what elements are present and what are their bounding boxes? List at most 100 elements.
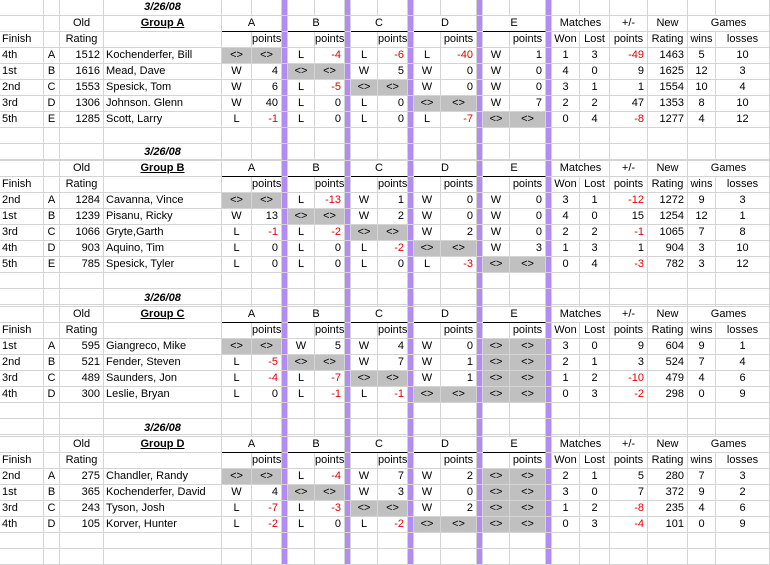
empty-cell[interactable]: [483, 549, 510, 565]
empty-cell[interactable]: [688, 291, 716, 307]
empty-cell[interactable]: [252, 403, 282, 419]
empty-cell[interactable]: [315, 549, 345, 565]
opponent-header[interactable]: D: [414, 161, 477, 177]
result-cell[interactable]: L: [351, 112, 378, 128]
result-cell[interactable]: W: [222, 209, 252, 225]
separator-cell[interactable]: [546, 241, 552, 257]
losses-cell[interactable]: 3: [716, 193, 770, 209]
empty-cell[interactable]: [648, 0, 688, 16]
column-header[interactable]: Rating: [648, 32, 688, 48]
separator-cell[interactable]: [282, 16, 288, 32]
result-cell[interactable]: L: [222, 241, 252, 257]
self-match-cell[interactable]: <>: [315, 209, 345, 225]
self-match-cell[interactable]: <>: [483, 257, 510, 273]
separator-cell[interactable]: [546, 128, 552, 144]
finish-cell[interactable]: 4th: [0, 517, 44, 533]
separator-cell[interactable]: [408, 161, 414, 177]
result-cell[interactable]: L: [351, 241, 378, 257]
self-match-cell[interactable]: <>: [483, 339, 510, 355]
separator-cell[interactable]: [282, 193, 288, 209]
empty-cell[interactable]: [716, 403, 770, 419]
separator-cell[interactable]: [546, 145, 552, 161]
column-header[interactable]: Finish: [0, 177, 44, 193]
losses-cell[interactable]: 1: [716, 209, 770, 225]
points-cell[interactable]: 7: [510, 96, 546, 112]
points-cell[interactable]: 3: [510, 241, 546, 257]
result-cell[interactable]: L: [351, 517, 378, 533]
separator-cell[interactable]: [408, 273, 414, 289]
self-match-cell[interactable]: <>: [222, 469, 252, 485]
opponent-header[interactable]: B: [288, 437, 345, 453]
finish-cell[interactable]: 4th: [0, 241, 44, 257]
points-cell[interactable]: -40: [441, 48, 477, 64]
group-date[interactable]: 3/26/08: [104, 0, 222, 16]
self-match-cell[interactable]: <>: [441, 387, 477, 403]
opponent-header[interactable]: B: [288, 307, 345, 323]
points-cell[interactable]: 0: [441, 339, 477, 355]
empty-cell[interactable]: [104, 533, 222, 549]
separator-cell[interactable]: [546, 549, 552, 565]
result-cell[interactable]: L: [288, 225, 315, 241]
result-cell[interactable]: W: [222, 80, 252, 96]
empty-cell[interactable]: [441, 549, 477, 565]
result-cell[interactable]: W: [351, 64, 378, 80]
empty-cell[interactable]: [222, 403, 252, 419]
separator-cell[interactable]: [345, 112, 351, 128]
result-cell[interactable]: W: [351, 355, 378, 371]
result-cell[interactable]: W: [351, 485, 378, 501]
plusminus-cell[interactable]: 1: [610, 241, 648, 257]
points-cell[interactable]: -2: [315, 225, 345, 241]
separator-cell[interactable]: [546, 355, 552, 371]
column-header[interactable]: points: [378, 177, 408, 193]
losses-cell[interactable]: 3: [716, 469, 770, 485]
wins-cell[interactable]: 3: [688, 257, 716, 273]
result-cell[interactable]: W: [414, 371, 441, 387]
self-match-cell[interactable]: <>: [510, 355, 546, 371]
column-header[interactable]: Rating: [60, 323, 104, 339]
result-cell[interactable]: W: [351, 339, 378, 355]
plusminus-cell[interactable]: 3: [610, 355, 648, 371]
empty-cell[interactable]: [60, 533, 104, 549]
separator-cell[interactable]: [477, 16, 483, 32]
column-header[interactable]: Rating: [648, 453, 688, 469]
result-cell[interactable]: W: [483, 48, 510, 64]
old-rating-cell[interactable]: 1616: [60, 64, 104, 80]
finish-cell[interactable]: 4th: [0, 48, 44, 64]
old-rating-cell[interactable]: 1239: [60, 209, 104, 225]
seed-letter-cell[interactable]: A: [44, 469, 60, 485]
empty-cell[interactable]: [44, 16, 60, 32]
separator-cell[interactable]: [408, 193, 414, 209]
old-rating-cell[interactable]: 1285: [60, 112, 104, 128]
separator-cell[interactable]: [408, 323, 414, 339]
old-rating-cell[interactable]: 1284: [60, 193, 104, 209]
column-header[interactable]: Rating: [60, 453, 104, 469]
empty-cell[interactable]: [688, 145, 716, 161]
separator-cell[interactable]: [408, 177, 414, 193]
plusminus-cell[interactable]: -49: [610, 48, 648, 64]
self-match-cell[interactable]: <>: [510, 469, 546, 485]
empty-cell[interactable]: [483, 291, 510, 307]
column-header[interactable]: points: [315, 177, 345, 193]
plusminus-cell[interactable]: -4: [610, 517, 648, 533]
separator-cell[interactable]: [282, 161, 288, 177]
points-cell[interactable]: -4: [315, 469, 345, 485]
self-match-cell[interactable]: <>: [483, 355, 510, 371]
separator-cell[interactable]: [477, 225, 483, 241]
column-header[interactable]: points: [378, 32, 408, 48]
points-cell[interactable]: 5: [315, 339, 345, 355]
separator-cell[interactable]: [282, 64, 288, 80]
new-rating-cell[interactable]: 298: [648, 387, 688, 403]
won-cell[interactable]: 4: [552, 209, 580, 225]
empty-cell[interactable]: [104, 128, 222, 144]
self-match-cell[interactable]: <>: [222, 48, 252, 64]
self-match-cell[interactable]: <>: [378, 80, 408, 96]
empty-cell[interactable]: [252, 128, 282, 144]
column-header[interactable]: points: [252, 32, 282, 48]
separator-cell[interactable]: [546, 517, 552, 533]
self-match-cell[interactable]: <>: [288, 355, 315, 371]
empty-cell[interactable]: [104, 403, 222, 419]
result-cell[interactable]: L: [288, 112, 315, 128]
empty-cell[interactable]: [315, 533, 345, 549]
result-cell[interactable]: W: [222, 485, 252, 501]
empty-cell[interactable]: [552, 421, 580, 437]
